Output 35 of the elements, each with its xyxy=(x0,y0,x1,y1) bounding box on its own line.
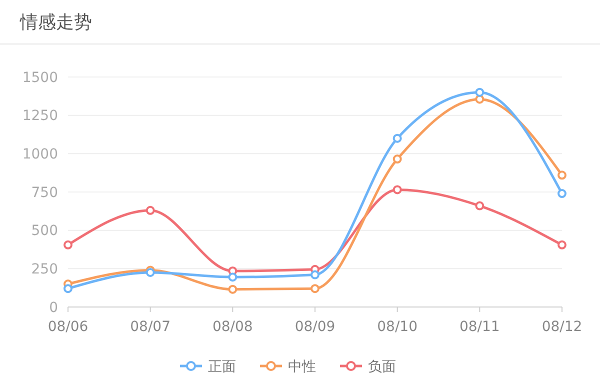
y-tick-label: 750 xyxy=(31,184,58,201)
point xyxy=(392,134,402,143)
point xyxy=(475,88,484,97)
point xyxy=(64,284,72,294)
legend-label: 正面 xyxy=(208,358,236,375)
y-tick-label: 250 xyxy=(31,262,58,278)
point xyxy=(310,270,320,280)
y-tick-label: 1250 xyxy=(22,108,58,124)
x-tick-label: 08/11 xyxy=(459,319,500,335)
point xyxy=(558,189,566,198)
point xyxy=(558,240,566,250)
x-tick-label: 08/09 xyxy=(294,319,336,335)
y-tick-label: 500 xyxy=(31,223,58,240)
point xyxy=(475,94,484,104)
x-tick-label: 08/12 xyxy=(542,319,582,335)
point xyxy=(228,272,238,282)
point xyxy=(64,240,72,250)
x-tick-label: 08/06 xyxy=(48,319,88,335)
point xyxy=(392,185,402,194)
point xyxy=(475,201,484,210)
legend-label: 负面 xyxy=(368,358,396,375)
y-tick-label: 1500 xyxy=(22,70,58,86)
y-tick-label: 0 xyxy=(49,300,58,316)
point xyxy=(392,154,402,164)
x-tick-label: 08/08 xyxy=(212,319,253,335)
x-tick-label: 08/07 xyxy=(130,319,171,335)
y-tick-label: 1000 xyxy=(22,146,58,163)
point xyxy=(310,284,320,294)
point xyxy=(146,268,155,277)
chart-title: 情感走势 xyxy=(19,12,92,33)
point xyxy=(558,170,566,180)
point xyxy=(146,206,155,215)
x-tick-label: 08/10 xyxy=(377,319,418,335)
legend-label: 中性 xyxy=(288,358,316,375)
point xyxy=(228,284,238,294)
